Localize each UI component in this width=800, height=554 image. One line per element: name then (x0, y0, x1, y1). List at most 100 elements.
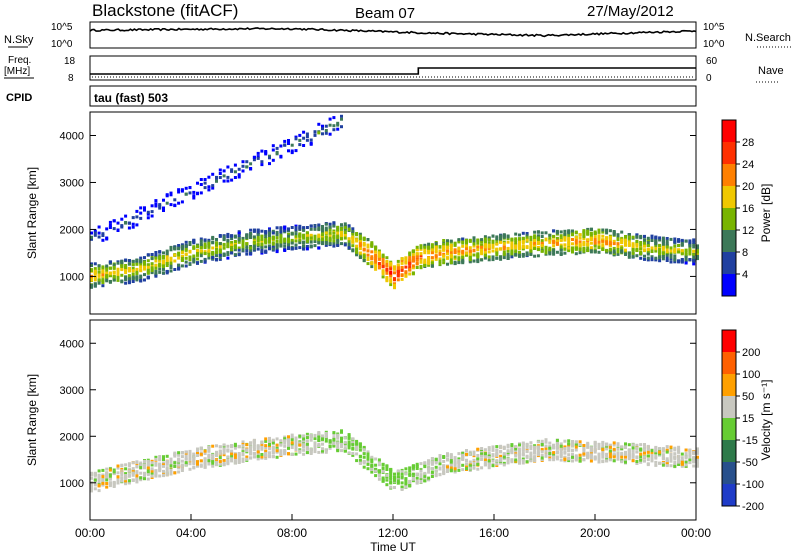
power-cell (309, 236, 313, 240)
velocity-cell (654, 451, 658, 455)
velocity-cell (533, 447, 537, 451)
velocity-cell (211, 444, 215, 448)
power-cell (643, 248, 646, 252)
power-cell (518, 254, 521, 258)
power-cell (260, 149, 264, 153)
power-cell (476, 248, 480, 252)
power-cell (408, 251, 412, 255)
power-cell (233, 176, 237, 179)
velocity-cell (453, 467, 457, 471)
velocity-cell (313, 450, 317, 454)
velocity-cell (665, 457, 669, 461)
velocity-cell (184, 454, 188, 457)
power-cell (321, 225, 324, 228)
velocity-cell (332, 441, 336, 445)
velocity-cell (571, 455, 574, 459)
power-cell (90, 235, 93, 239)
power-cell (544, 247, 548, 251)
velocity-cell (351, 453, 355, 457)
velocity-cell (332, 431, 336, 435)
power-cell (165, 255, 169, 259)
power-cell (162, 251, 165, 255)
velocity-cell (343, 447, 347, 450)
velocity-cell (423, 475, 427, 479)
power-cell (646, 258, 650, 262)
velocity-cell (298, 434, 302, 438)
power-cell (518, 243, 521, 247)
velocity-cell (150, 474, 154, 478)
velocity-cell (256, 454, 260, 458)
power-cell (252, 235, 256, 239)
power-cell (199, 239, 203, 243)
power-cell (366, 238, 370, 242)
velocity-cell (305, 432, 309, 436)
velocity-cell (673, 448, 677, 452)
velocity-cell (396, 479, 400, 483)
power-cell (351, 236, 355, 240)
power-cell (146, 265, 150, 269)
power-cell (453, 257, 457, 261)
velocity-cell (381, 466, 385, 470)
velocity-cell (518, 450, 521, 454)
power-cell (567, 229, 571, 233)
power-cell (696, 254, 699, 258)
velocity-cell (112, 468, 116, 472)
velocity-cell (264, 446, 268, 449)
velocity-cell (608, 443, 612, 447)
power-cell (408, 268, 412, 272)
power-cell (411, 250, 415, 254)
velocity-cell (688, 454, 692, 458)
power-cell (430, 259, 434, 263)
power-cell (290, 241, 294, 245)
power-cell (491, 245, 495, 249)
power-cell (158, 263, 162, 267)
power-cell (381, 262, 385, 265)
velocity-cell (555, 438, 559, 442)
velocity-cell (639, 460, 643, 464)
power-cell (97, 274, 101, 278)
power-cell (101, 267, 105, 270)
power-cell (646, 252, 650, 256)
power-cell (298, 226, 302, 230)
velocity-cell (389, 477, 393, 481)
velocity-cell (146, 477, 150, 481)
velocity-cell (540, 443, 544, 446)
power-cell (442, 245, 446, 249)
velocity-cell (574, 457, 578, 461)
power-cell (154, 274, 158, 278)
power-cell (605, 231, 609, 235)
velocity-cell (393, 477, 396, 481)
power-cell (135, 272, 139, 276)
velocity-cell (559, 447, 563, 451)
velocity-cell (434, 465, 438, 469)
power-cell (616, 252, 620, 256)
velocity-cell (688, 461, 692, 465)
nsearch-tick-bottom: 10^0 (703, 39, 725, 50)
power-cell (483, 237, 487, 241)
velocity-cell (131, 478, 135, 482)
power-cell (328, 242, 332, 246)
power-cell (124, 266, 128, 269)
velocity-cell (101, 483, 105, 487)
power-cell (430, 261, 434, 265)
power-cell (582, 243, 586, 247)
velocity-cell (162, 463, 165, 467)
power-cell (199, 254, 203, 258)
power-cell (218, 256, 222, 259)
power-cell (268, 235, 271, 239)
velocity-cell (404, 479, 408, 483)
power-cell (351, 238, 355, 242)
power-cell (457, 238, 461, 242)
power-cell (597, 228, 601, 232)
velocity-cell (222, 451, 226, 455)
velocity-cell (294, 445, 298, 449)
power-cell (245, 235, 249, 239)
power-cell (536, 230, 540, 234)
power-cell (680, 238, 684, 242)
power-cell (332, 244, 336, 248)
power-cell (93, 262, 97, 266)
velocity-cell (358, 458, 362, 462)
power-cell (237, 231, 241, 235)
power-cell (154, 253, 158, 257)
velocity-cell (374, 474, 378, 478)
